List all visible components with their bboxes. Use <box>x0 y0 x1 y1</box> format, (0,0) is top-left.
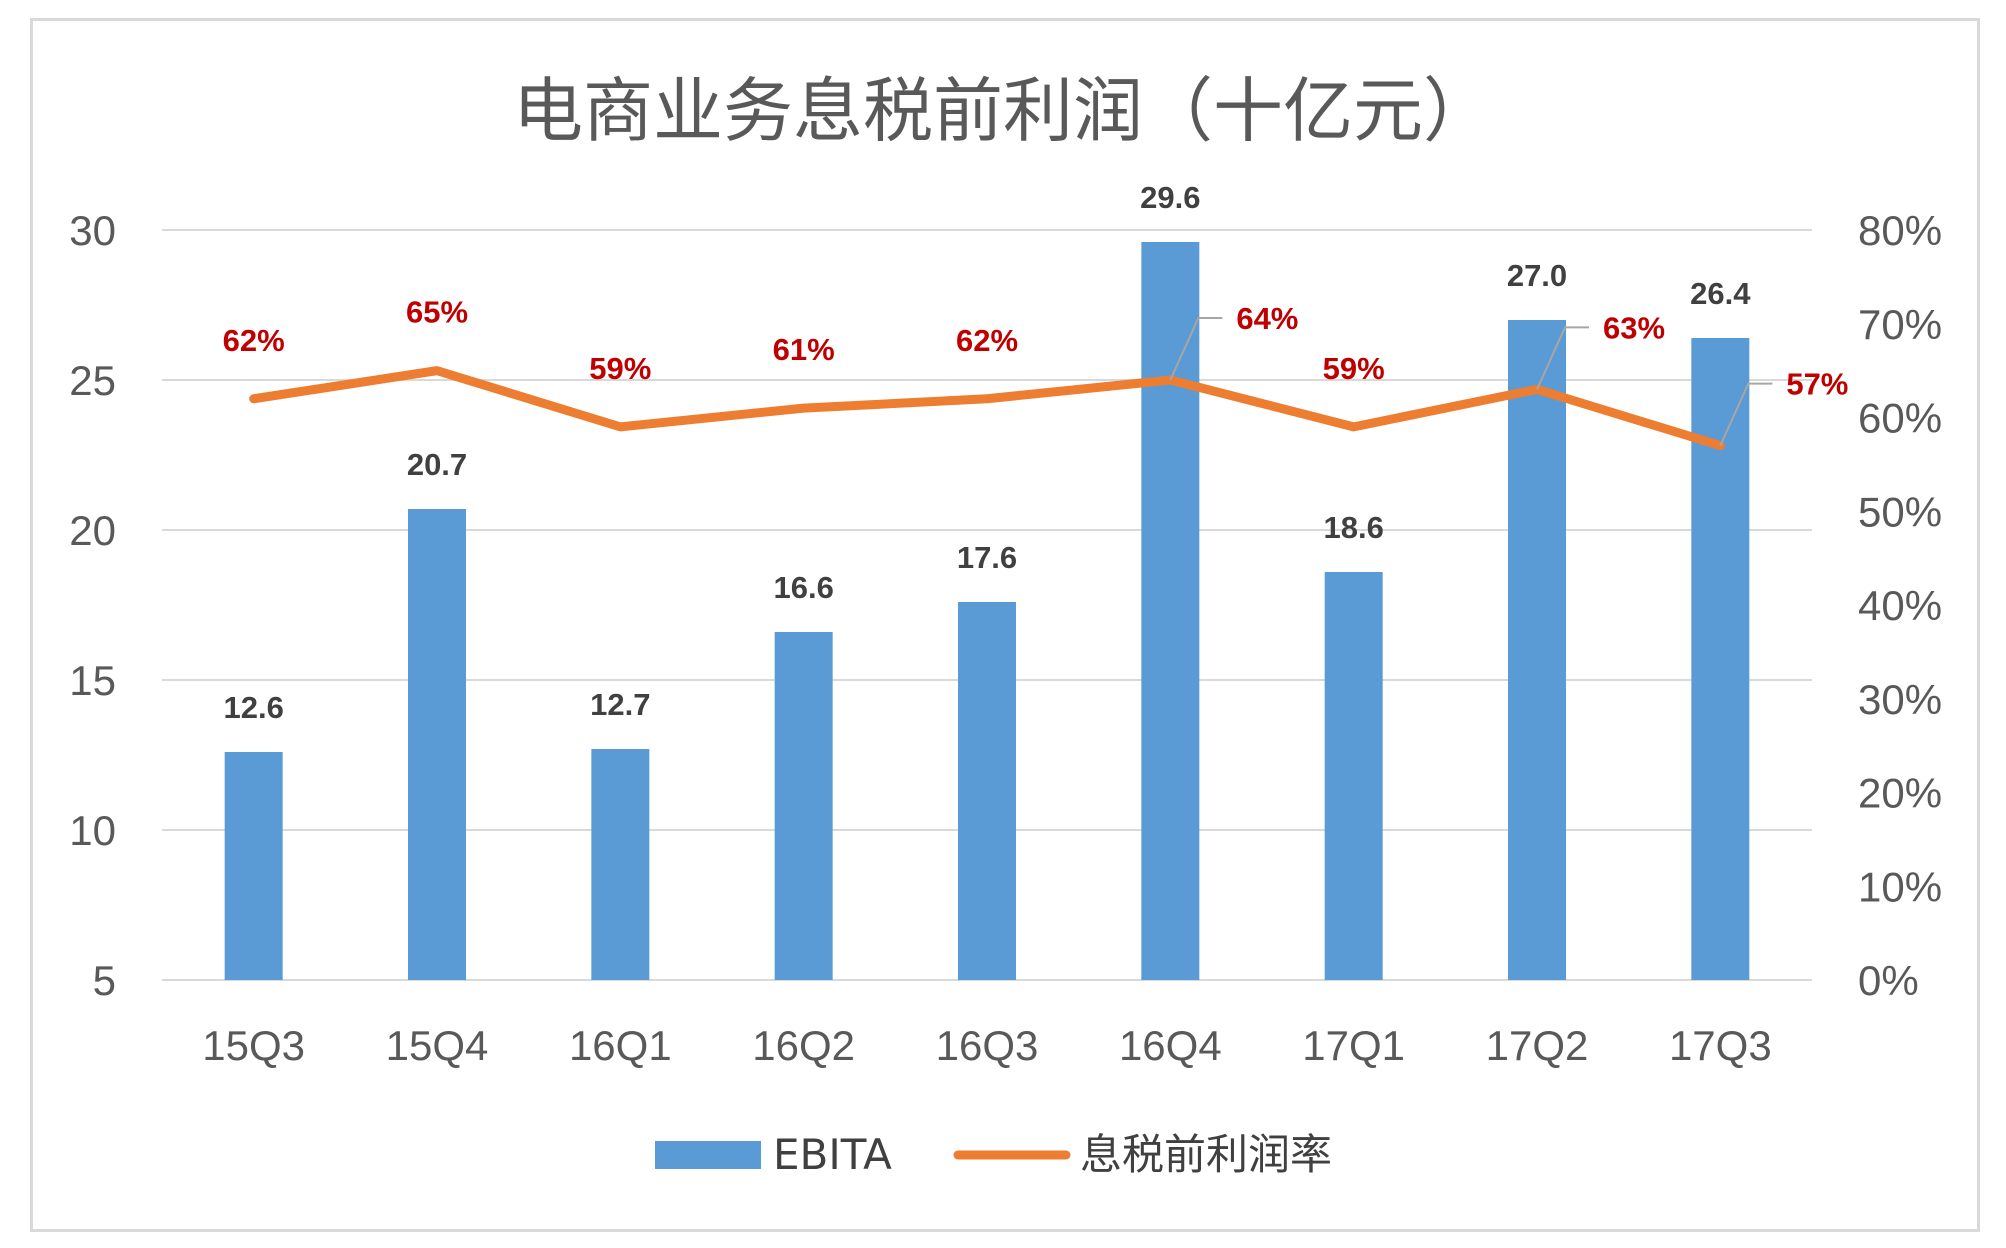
right-axis: 0% 10% 20% 30% 40% 50% 60% 70% 80% <box>1858 207 1942 1004</box>
chart-title: 电商业务息税前利润（十亿元） <box>513 70 1493 152</box>
x-tick-label: 16Q3 <box>936 1022 1039 1069</box>
margin-leader-lines <box>1169 317 1773 447</box>
ebita-bar <box>774 632 833 980</box>
ebita-data-label: 12.7 <box>590 687 650 722</box>
x-tick-label: 17Q3 <box>1669 1022 1772 1069</box>
margin-leader-line <box>1719 382 1773 447</box>
ebita-data-label: 29.6 <box>1140 180 1200 215</box>
margin-leader-line <box>1169 317 1223 381</box>
ebita-bar <box>408 509 466 980</box>
ebita-data-label: 12.6 <box>223 690 283 725</box>
x-tick-label: 16Q2 <box>752 1022 855 1069</box>
left-tick-label: 20 <box>69 507 116 554</box>
ebita-bar <box>1141 242 1200 980</box>
ebita-bar <box>958 602 1016 980</box>
right-tick-label: 60% <box>1858 395 1942 442</box>
ebita-bars <box>224 242 1750 980</box>
legend-margin-label: 息税前利润率 <box>1080 1130 1332 1179</box>
ebita-data-label: 18.6 <box>1323 510 1383 545</box>
margin-line <box>249 366 1725 451</box>
left-tick-label: 15 <box>69 657 116 704</box>
right-tick-label: 80% <box>1858 207 1942 254</box>
legend-ebita-label: EBITA <box>773 1130 892 1179</box>
ebita-bar <box>224 752 283 980</box>
right-tick-label: 40% <box>1858 582 1942 629</box>
margin-data-label: 61% <box>773 332 835 367</box>
left-axis: 5 10 15 20 25 30 <box>69 207 116 1004</box>
left-tick-label: 10 <box>69 807 116 854</box>
margin-data-label: 59% <box>1323 351 1385 386</box>
ebita-bar <box>1324 572 1383 980</box>
right-tick-label: 70% <box>1858 301 1942 348</box>
left-tick-label: 30 <box>69 207 116 254</box>
legend: EBITA 息税前利润率 <box>655 1130 1332 1179</box>
margin-data-label: 65% <box>406 295 468 330</box>
ebita-data-label: 26.4 <box>1690 276 1751 311</box>
margin-data-labels: 62% 65% 59% 61% 62% 64% 59% 63% 57% <box>223 295 1849 402</box>
x-tick-label: 17Q1 <box>1302 1022 1405 1069</box>
margin-data-label: 64% <box>1236 301 1298 336</box>
x-tick-label: 17Q2 <box>1486 1022 1589 1069</box>
x-tick-label: 16Q4 <box>1119 1022 1222 1069</box>
legend-ebita-swatch <box>655 1141 761 1169</box>
ebita-data-labels: 12.6 20.7 12.7 16.6 17.6 29.6 18.6 27.0 26.4 <box>223 180 1751 725</box>
left-tick-label: 25 <box>69 357 116 404</box>
margin-line-path <box>249 366 1725 451</box>
margin-data-label: 62% <box>956 323 1018 358</box>
x-tick-label: 15Q4 <box>386 1022 489 1069</box>
ebita-data-label: 17.6 <box>957 540 1017 575</box>
right-tick-label: 30% <box>1858 676 1942 723</box>
right-tick-label: 0% <box>1858 957 1919 1004</box>
margin-leader-line <box>1536 326 1589 390</box>
x-axis: 15Q3 15Q4 16Q1 16Q2 16Q3 16Q4 17Q1 17Q2 17Q3 <box>202 1022 1771 1069</box>
margin-data-label: 57% <box>1786 367 1848 402</box>
margin-data-label: 62% <box>223 323 285 358</box>
margin-data-label: 63% <box>1603 310 1665 345</box>
right-tick-label: 50% <box>1858 488 1942 535</box>
right-tick-label: 20% <box>1858 770 1942 817</box>
x-tick-label: 16Q1 <box>569 1022 672 1069</box>
ebita-bar <box>1691 338 1750 980</box>
ebita-bar <box>591 749 650 980</box>
ebita-data-label: 16.6 <box>773 570 833 605</box>
margin-data-label: 59% <box>589 351 651 386</box>
ebita-data-label: 20.7 <box>407 447 467 482</box>
ebita-data-label: 27.0 <box>1507 258 1567 293</box>
x-tick-label: 15Q3 <box>202 1022 305 1069</box>
right-tick-label: 10% <box>1858 863 1942 910</box>
ebita-bar <box>1508 320 1566 980</box>
left-tick-label: 5 <box>93 957 116 1004</box>
